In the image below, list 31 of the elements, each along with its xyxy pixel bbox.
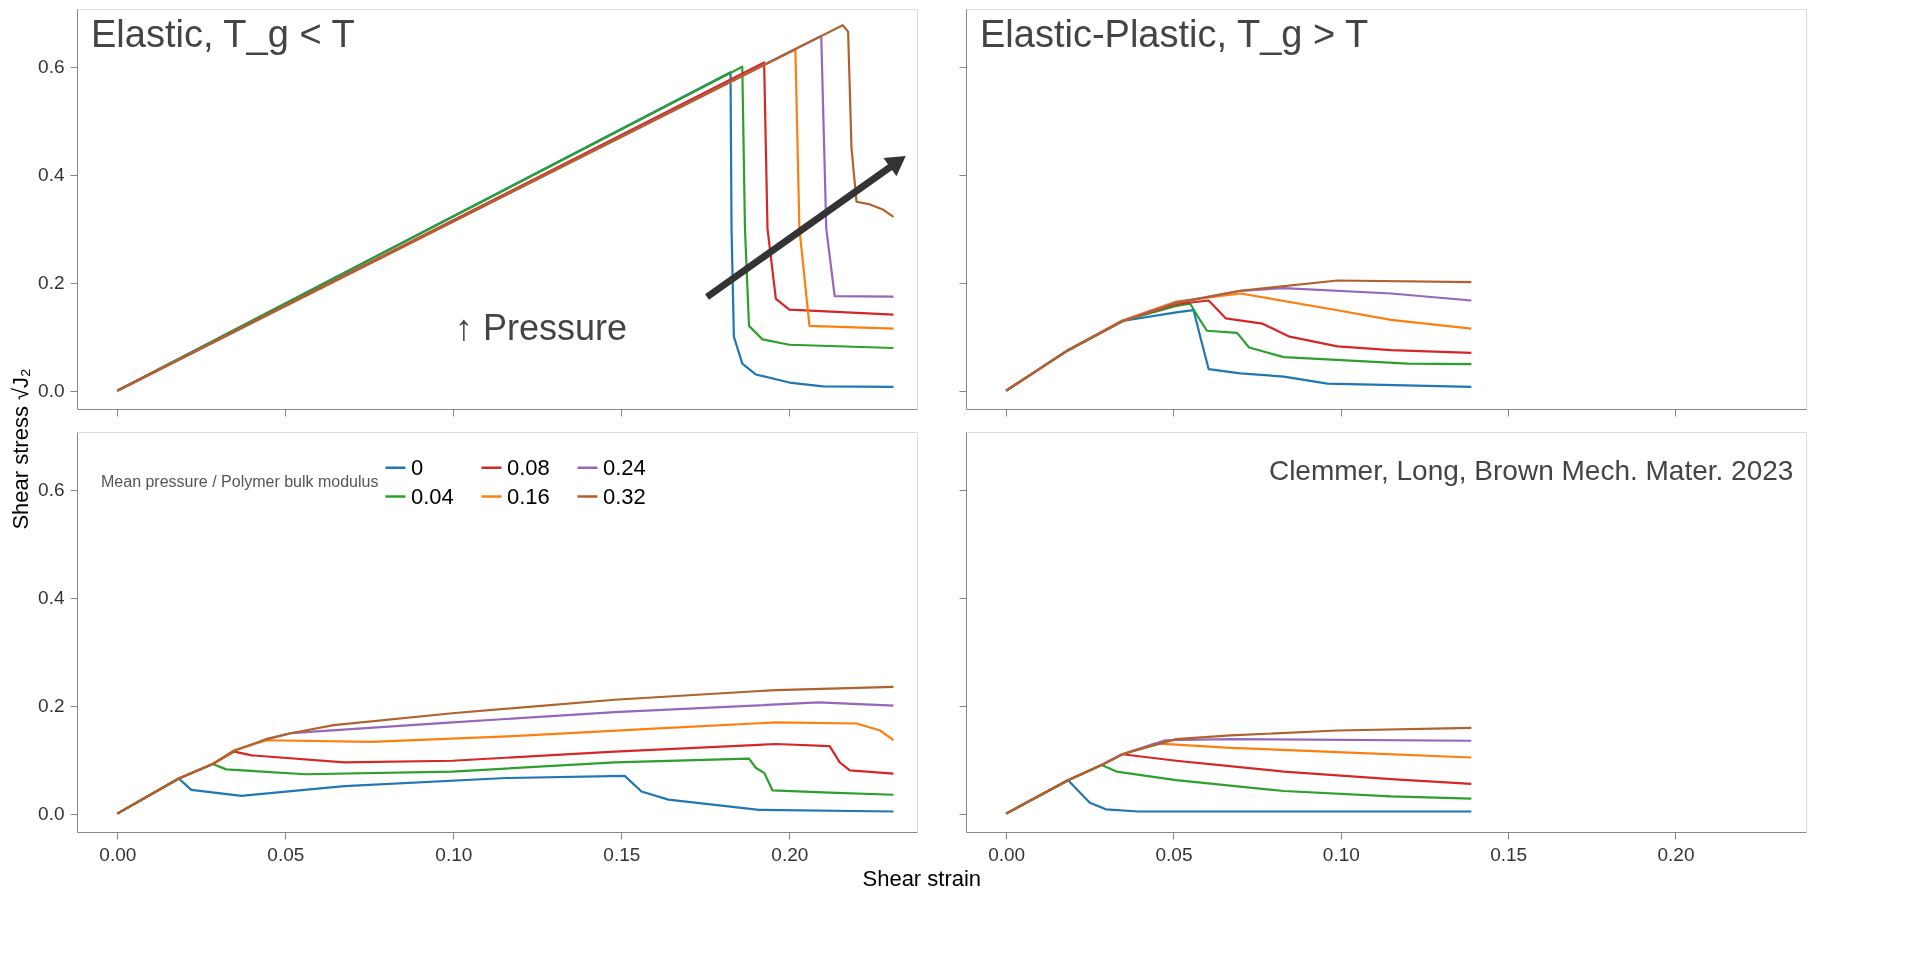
y-tick-label: 0.4 xyxy=(38,164,65,186)
y-tick-label: 0.2 xyxy=(38,695,65,717)
legend-title: Mean pressure / Polymer bulk modulus xyxy=(101,473,379,490)
x-tick-label: 0.20 xyxy=(1657,843,1695,865)
x-tick-label: 0.00 xyxy=(988,843,1026,865)
y-tick-label: 0.2 xyxy=(38,272,65,294)
x-tick-label: 0.05 xyxy=(1155,843,1193,865)
chart-title: Elastic-Plastic, T_g > T xyxy=(980,13,1369,55)
y-tick-label: 0.0 xyxy=(38,803,65,825)
legend-label: 0.04 xyxy=(411,483,454,509)
x-tick-label: 0.15 xyxy=(603,843,641,865)
x-tick-label: 0.05 xyxy=(267,843,305,865)
chart-title: Elastic, T_g < T xyxy=(91,13,355,55)
x-tick-label: 0.10 xyxy=(1322,843,1360,865)
legend-label: 0.08 xyxy=(507,454,550,480)
x-tick-label: 0.20 xyxy=(771,843,809,865)
y-axis-title: Shear stress √J₂ xyxy=(8,368,34,530)
legend-label: 0 xyxy=(411,454,424,480)
y-tick-label: 0.0 xyxy=(38,380,65,402)
legend-label: 0.32 xyxy=(603,483,646,509)
x-tick-label: 0.00 xyxy=(99,843,137,865)
x-axis-title: Shear strain xyxy=(862,865,982,891)
y-tick-label: 0.4 xyxy=(38,587,65,609)
x-tick-label: 0.15 xyxy=(1490,843,1528,865)
annotation: ↑ Pressure xyxy=(455,307,628,348)
legend-label: 0.16 xyxy=(507,483,550,509)
y-tick-label: 0.6 xyxy=(38,479,65,501)
legend-label: 0.24 xyxy=(603,454,646,480)
annotation: Clemmer, Long, Brown Mech. Mater. 2023 xyxy=(1268,455,1794,486)
y-tick-label: 0.6 xyxy=(38,56,65,78)
x-tick-label: 0.10 xyxy=(435,843,473,865)
